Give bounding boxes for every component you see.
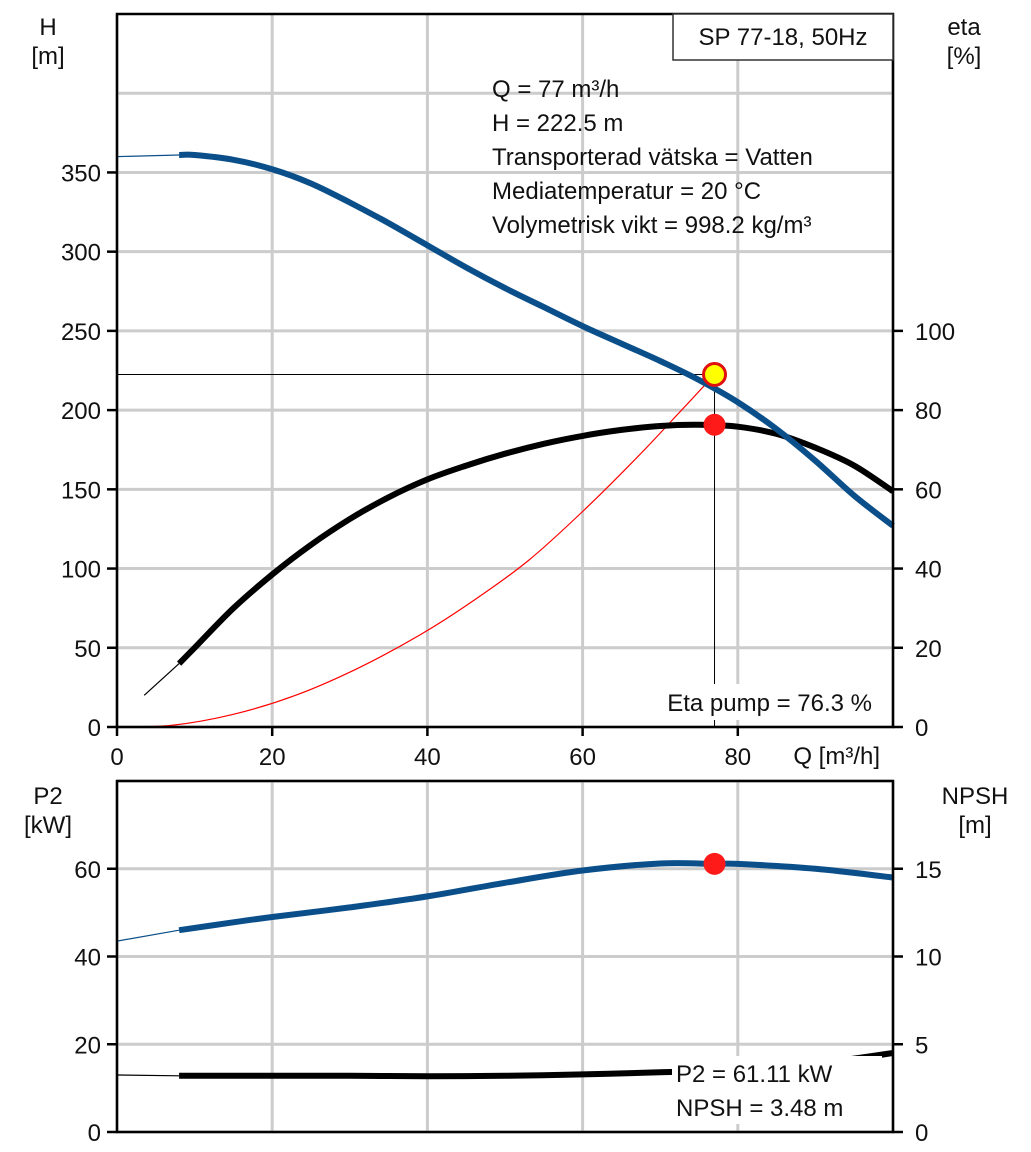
eta-curve: [176, 421, 895, 666]
h-axis-tick-label: 200: [61, 398, 101, 425]
p2-info: P2 = 61.11 kW: [676, 1061, 833, 1088]
h-axis-tick-label: 300: [61, 240, 101, 267]
h-axis-tick-label: 50: [74, 636, 101, 663]
eta-axis-tick-label: 80: [915, 398, 942, 425]
q-axis-tick-label: 40: [414, 744, 441, 771]
npsh-curve-extension: [116, 1074, 180, 1077]
pump-model-label: SP 77-18, 50Hz: [699, 24, 868, 51]
head-curve-extension: [116, 154, 180, 158]
eta-pump-info: Eta pump = 76.3 %: [667, 690, 872, 717]
operating-point-markers: [702, 361, 728, 1082]
p2-axis-tick-label: 40: [74, 945, 101, 972]
p2-point-marker: [703, 852, 726, 875]
p2-axis-tick-label: 60: [74, 857, 101, 884]
q-axis-tick-label: 0: [110, 744, 123, 771]
npsh-axis-label: NPSH: [942, 783, 1009, 810]
p2-axis-tick-label: 20: [74, 1032, 101, 1059]
eta-axis-tick-label: 60: [915, 477, 942, 504]
npsh-axis-tick-label: 15: [915, 857, 942, 884]
top-plot-frame: [115, 12, 895, 729]
h-axis-tick-label: 100: [61, 557, 101, 584]
npsh-axis-tick-label: 0: [915, 1120, 928, 1147]
h-axis-tick-label: 0: [88, 715, 101, 742]
h-axis-label: H: [39, 14, 56, 41]
density-info: Volymetrisk vikt = 998.2 kg/m³: [492, 212, 811, 239]
npsh-axis-tick-label: 5: [915, 1032, 928, 1059]
q-axis-tick-label: 20: [259, 744, 286, 771]
eta-curve-extension: [143, 663, 180, 696]
h-axis-unit: [m]: [31, 43, 64, 70]
head-info: H = 222.5 m: [492, 110, 623, 137]
system-curve: [116, 374, 715, 728]
eta-axis-tick-label: 0: [915, 715, 928, 742]
p2-npsh-label-box: P2 = 61.11 kW NPSH = 3.48 m: [672, 1056, 882, 1124]
npsh-axis-tick-label: 10: [915, 945, 942, 972]
q-axis-tick-label: 80: [724, 744, 751, 771]
npsh-info: NPSH = 3.48 m: [676, 1095, 843, 1122]
axis-ticks: 0501001502002503003500204060801000204060…: [61, 160, 955, 1147]
eta-axis-label: eta: [947, 14, 981, 41]
eta-axis-tick-label: 100: [915, 319, 955, 346]
pump-model-box: SP 77-18, 50Hz: [672, 13, 894, 61]
flow-info: Q = 77 m³/h: [492, 76, 619, 103]
q-axis-tick-label: 60: [569, 744, 596, 771]
eta-point-marker: [703, 413, 726, 436]
eta-axis-unit: [%]: [947, 43, 982, 70]
h-axis-tick-label: 150: [61, 477, 101, 504]
p2-axis-tick-label: 0: [88, 1120, 101, 1147]
h-axis-tick-label: 350: [61, 160, 101, 187]
p2-curve-extension: [116, 929, 180, 942]
p2-axis-label: P2: [33, 783, 62, 810]
head-curve: [179, 151, 895, 529]
temperature-info: Mediatemperatur = 20 °C: [492, 178, 761, 205]
operating-point-marker: [702, 361, 728, 387]
npsh-axis-unit: [m]: [958, 812, 991, 839]
series-layer: [116, 151, 895, 1080]
eta-axis-tick-label: 40: [915, 557, 942, 584]
p2-curve: [178, 860, 894, 934]
q-axis-label: Q [m³/h]: [793, 743, 880, 770]
eta-pump-label-box: Eta pump = 76.3 %: [627, 684, 879, 720]
liquid-info: Transporterad vätska = Vatten: [492, 144, 813, 171]
eta-axis-tick-label: 20: [915, 636, 942, 663]
p2-axis-unit: [kW]: [24, 812, 72, 839]
h-axis-tick-label: 250: [61, 319, 101, 346]
